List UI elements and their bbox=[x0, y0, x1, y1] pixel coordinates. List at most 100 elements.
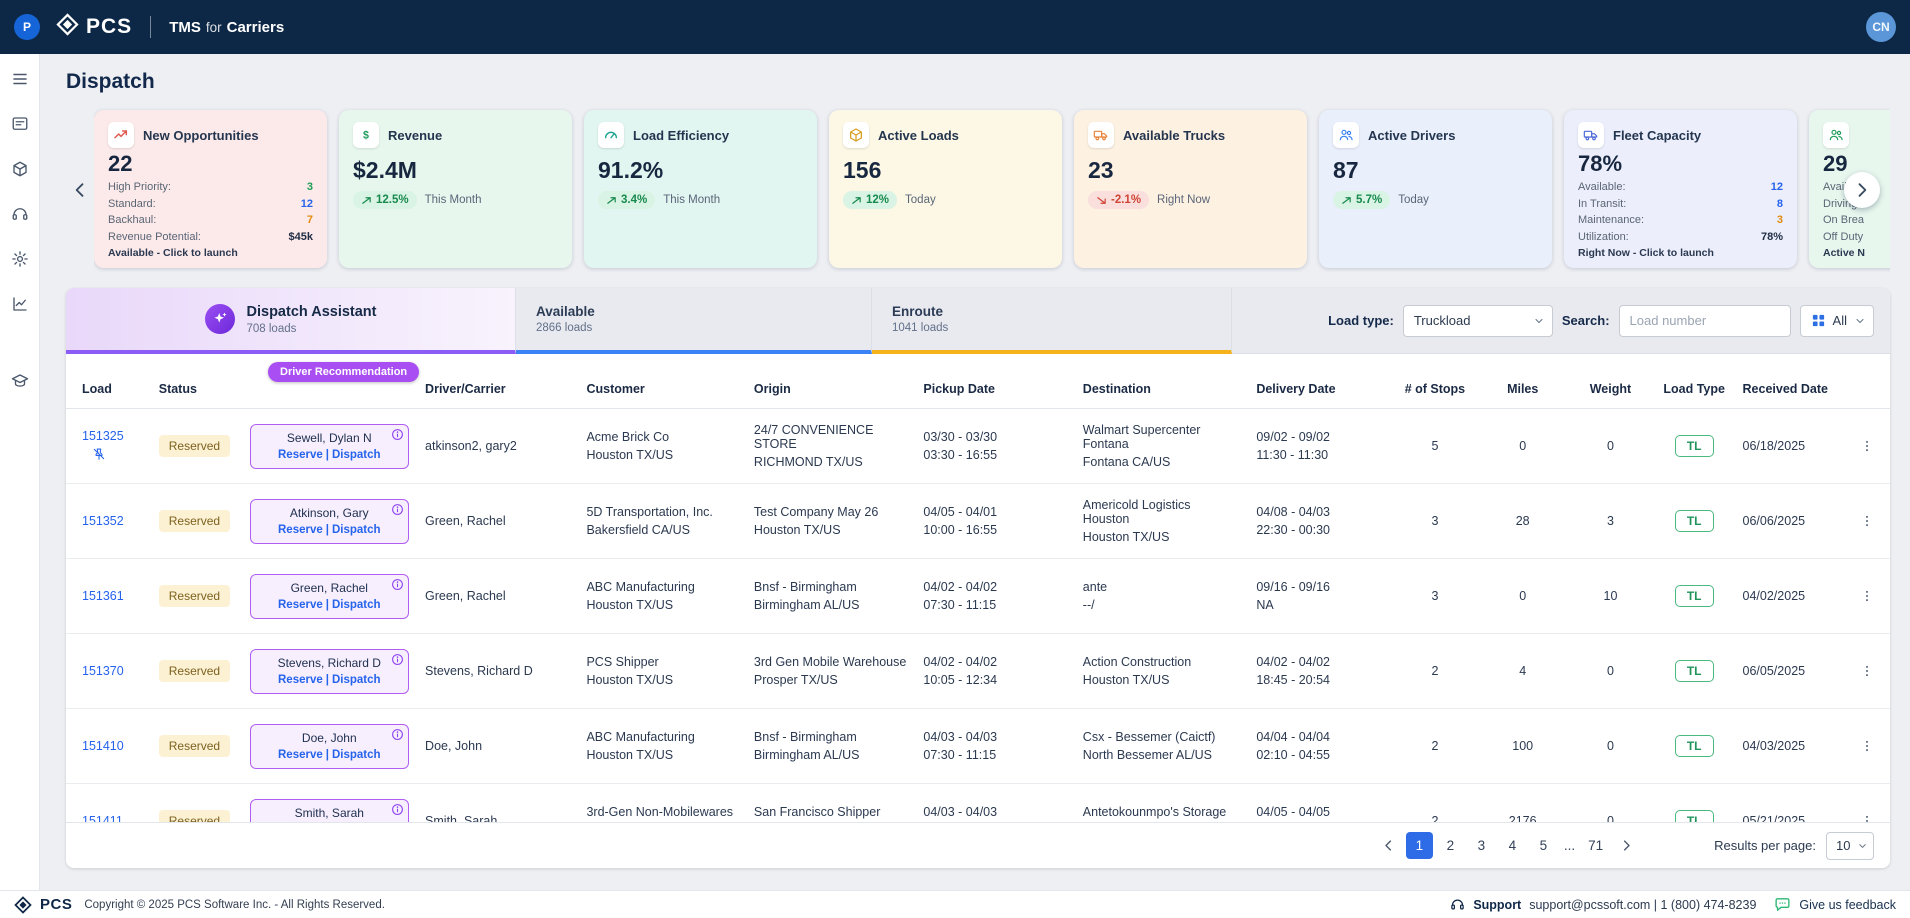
row-menu-button[interactable] bbox=[1856, 810, 1878, 822]
kpi-card-available-trucks[interactable]: Available Trucks 23 -2.1% Right Now bbox=[1074, 110, 1307, 268]
chat-bubble-icon[interactable] bbox=[1774, 896, 1791, 913]
user-avatar[interactable]: CN bbox=[1866, 12, 1896, 42]
pagination-bar: 1 2 3 4 5 ... 71 Results per page: 10 bbox=[66, 822, 1890, 868]
load-number-link[interactable]: 151352 bbox=[82, 514, 124, 528]
pin-icon[interactable] bbox=[92, 447, 143, 464]
academy-icon[interactable] bbox=[11, 372, 29, 390]
table-row[interactable]: 151361 Reserved Green, Rachel Reserve | bbox=[66, 558, 1890, 634]
stops-cell: 3 bbox=[1431, 589, 1439, 603]
destination-location: Houston TX/US bbox=[1082, 673, 1170, 687]
row-menu-button[interactable] bbox=[1856, 510, 1878, 532]
dispatch-link[interactable]: Dispatch bbox=[331, 598, 381, 611]
driver-recommendation-card[interactable]: Sewell, Dylan N Reserve | Dispatch bbox=[249, 423, 410, 469]
profile-badge[interactable]: P bbox=[14, 14, 40, 40]
results-per-page-select[interactable]: 10 bbox=[1826, 831, 1874, 860]
load-number-link[interactable]: 151410 bbox=[82, 739, 124, 753]
kpi-card-revenue[interactable]: $ Revenue $2.4M 12.5% This Month bbox=[339, 110, 572, 268]
carousel-next-button[interactable] bbox=[1844, 172, 1880, 208]
support-icon[interactable] bbox=[11, 205, 29, 223]
table-row[interactable]: 151352 Reserved Atkinson, Gary Reserve bbox=[66, 483, 1890, 559]
table-row[interactable]: 151410 Reserved Doe, John Reserve | Disp bbox=[66, 708, 1890, 784]
reserve-link[interactable]: Reserve bbox=[278, 673, 323, 686]
origin-location: Birmingham AL/US bbox=[753, 748, 860, 762]
pagination-next-button[interactable] bbox=[1613, 832, 1640, 859]
info-icon[interactable] bbox=[391, 578, 404, 591]
driver-recommendation-card[interactable]: Stevens, Richard D Reserve | Dispatch bbox=[249, 648, 410, 694]
origin-name: San Francisco Shipper bbox=[753, 805, 881, 819]
col-destination: Destination bbox=[1074, 354, 1249, 409]
kpi-title: Active Drivers bbox=[1368, 127, 1456, 143]
reserve-link[interactable]: Reserve bbox=[278, 598, 323, 611]
info-icon[interactable] bbox=[391, 728, 404, 741]
info-icon[interactable] bbox=[391, 503, 404, 516]
page-button[interactable]: 3 bbox=[1468, 832, 1495, 859]
weight-cell: 3 bbox=[1606, 514, 1614, 528]
support-contact[interactable]: support@pcssoft.com | 1 (800) 474-8239 bbox=[1529, 897, 1757, 912]
tab-available[interactable]: Available 2866 loads bbox=[516, 288, 872, 354]
dispatch-link[interactable]: Dispatch bbox=[331, 523, 381, 536]
table-row[interactable]: 151370 Reserved Stevens, Richard D Res bbox=[66, 633, 1890, 709]
pagination-prev-button[interactable] bbox=[1375, 832, 1402, 859]
kpi-card-load-efficiency[interactable]: Load Efficiency 91.2% 3.4% This Month bbox=[584, 110, 817, 268]
dispatch-link[interactable]: Dispatch bbox=[331, 748, 381, 761]
kpi-card-footer: Right Now - Click to launch bbox=[1578, 247, 1714, 259]
row-menu-button[interactable] bbox=[1856, 585, 1878, 607]
load-number-link[interactable]: 151411 bbox=[82, 814, 123, 822]
row-menu-button[interactable] bbox=[1856, 660, 1878, 682]
driver-recommendation-card[interactable]: Atkinson, Gary Reserve | Dispatch bbox=[249, 498, 410, 544]
kpi-card-fleet-capacity[interactable]: Fleet Capacity 78% Available: 12 In Trans… bbox=[1564, 110, 1797, 268]
results-per-page-value: 10 bbox=[1836, 838, 1851, 853]
dispatch-link[interactable]: Dispatch bbox=[331, 673, 381, 686]
kpi-value: 22 bbox=[108, 151, 133, 176]
view-filter-select[interactable]: All bbox=[1799, 304, 1874, 337]
info-icon[interactable] bbox=[391, 803, 404, 816]
page-button[interactable]: 4 bbox=[1499, 832, 1526, 859]
settings-icon[interactable] bbox=[11, 250, 29, 268]
driver-recommendation-badge: Driver Recommendation bbox=[268, 362, 420, 382]
load-number-link[interactable]: 151361 bbox=[82, 589, 124, 603]
load-type-select[interactable]: Truckload bbox=[1402, 304, 1553, 337]
kpi-card-active-drivers[interactable]: Active Drivers 87 5.7% Today bbox=[1319, 110, 1552, 268]
page-button[interactable]: 2 bbox=[1437, 832, 1464, 859]
driver-recommendation-card[interactable]: Green, Rachel Reserve | Dispatch bbox=[249, 573, 410, 619]
page-button[interactable]: 71 bbox=[1582, 832, 1609, 859]
pickup-times: 10:05 - 12:34 bbox=[923, 673, 998, 687]
table-row[interactable]: 151325 Reserved bbox=[66, 408, 1890, 484]
give-feedback-link[interactable]: Give us feedback bbox=[1799, 897, 1896, 912]
driver-recommendation-card[interactable]: Smith, Sarah Reserve|Dispatch bbox=[249, 798, 410, 822]
dispatch-link[interactable]: Dispatch bbox=[331, 448, 381, 461]
loads-icon[interactable] bbox=[11, 160, 29, 178]
row-menu-button[interactable] bbox=[1856, 435, 1878, 457]
kpi-value: 91.2% bbox=[598, 157, 664, 183]
carousel-prev-button[interactable] bbox=[66, 180, 94, 200]
received-date-cell: 06/05/2025 bbox=[1742, 664, 1806, 678]
reserve-link[interactable]: Reserve bbox=[278, 523, 323, 536]
tab-dispatch-assistant[interactable]: Dispatch Assistant 708 loads bbox=[66, 288, 516, 354]
menu-icon[interactable] bbox=[11, 70, 29, 88]
support-link[interactable]: Support bbox=[1473, 897, 1522, 912]
reserve-link[interactable]: Reserve bbox=[278, 748, 323, 761]
tab-enroute[interactable]: Enroute 1041 loads bbox=[872, 288, 1232, 354]
info-icon[interactable] bbox=[391, 653, 404, 666]
page-button[interactable]: 5 bbox=[1530, 832, 1557, 859]
kpi-card-active-loads[interactable]: Active Loads 156 12% Today bbox=[829, 110, 1062, 268]
load-number-link[interactable]: 151325 bbox=[82, 428, 124, 443]
pcs-logo: PCS bbox=[56, 13, 132, 41]
page-button[interactable]: 1 bbox=[1405, 832, 1433, 859]
info-icon[interactable] bbox=[391, 428, 404, 441]
load-number-link[interactable]: 151370 bbox=[82, 664, 124, 678]
row-menu-button[interactable] bbox=[1856, 735, 1878, 757]
pickup-dates: 04/05 - 04/01 bbox=[923, 505, 998, 519]
kpi-detail-value: 7 bbox=[306, 214, 313, 226]
kpi-card-new-opportunities[interactable]: New Opportunities 22 High Priority: 3 Sta… bbox=[94, 110, 327, 268]
left-sidebar bbox=[0, 54, 40, 890]
table-row[interactable]: 151411 Reserved Smith, Sarah Reserve|D bbox=[66, 783, 1890, 822]
chevron-down-icon bbox=[1533, 315, 1545, 327]
recommended-driver-name: Sewell, Dylan N bbox=[286, 430, 372, 445]
driver-recommendation-card[interactable]: Doe, John Reserve | Dispatch bbox=[249, 723, 410, 769]
kpi-value: 78% bbox=[1578, 151, 1623, 176]
search-input[interactable] bbox=[1618, 304, 1791, 337]
dispatch-board-icon[interactable] bbox=[11, 115, 29, 133]
reports-icon[interactable] bbox=[11, 295, 29, 313]
reserve-link[interactable]: Reserve bbox=[278, 448, 323, 461]
